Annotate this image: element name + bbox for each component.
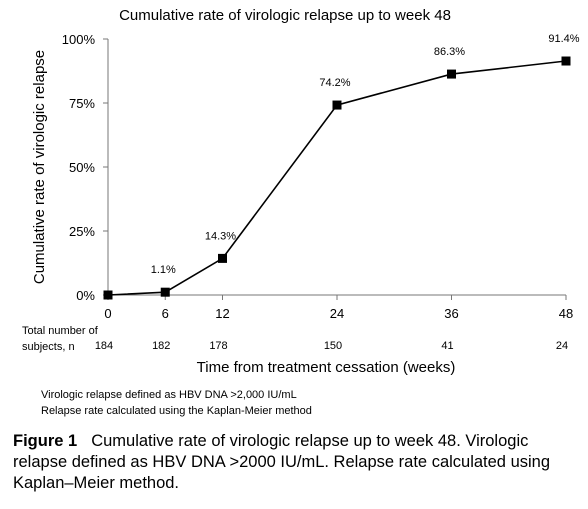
relapse-chart: Cumulative rate of virologic relapse up …: [22, 7, 580, 376]
y-tick-label: 100%: [62, 32, 96, 47]
y-ticks: 0% 25% 50% 75% 100%: [62, 32, 108, 303]
data-point: [332, 100, 342, 110]
data-label: 86.3%: [434, 46, 465, 58]
data-label: 1.1%: [151, 264, 176, 276]
x-tick-label: 0: [104, 306, 111, 321]
x-ticks: 0 6 12 24 36 48: [104, 295, 573, 321]
data-point: [160, 287, 170, 297]
figure-caption-text: Cumulative rate of virologic relapse up …: [13, 432, 551, 492]
subjects-row: 184 182 178 150 41 24: [95, 340, 568, 352]
x-tick-label: 6: [162, 306, 169, 321]
y-axis-label: Cumulative rate of virologic relapse: [31, 50, 48, 284]
y-tick-label: 25%: [69, 224, 95, 239]
subjects-count: 178: [209, 340, 227, 352]
subjects-count: 182: [152, 340, 170, 352]
y-tick-label: 75%: [69, 96, 95, 111]
y-tick-label: 50%: [69, 160, 95, 175]
data-point: [447, 69, 456, 79]
figure-caption: Figure 1 Cumulative rate of virologic rel…: [13, 431, 578, 494]
data-point: [561, 56, 571, 66]
data-label: 14.3%: [205, 230, 236, 242]
note-method: Relapse rate calculated using the Kaplan…: [41, 405, 312, 417]
data-label: 74.2%: [319, 77, 350, 89]
chart-title: Cumulative rate of virologic relapse up …: [119, 7, 451, 24]
y-tick-label: 0%: [76, 288, 95, 303]
series-relapse: 1.1% 14.3% 74.2% 86.3% 91.4%: [103, 33, 580, 300]
x-tick-label: 36: [444, 306, 458, 321]
subjects-label-line2: subjects, n: [22, 341, 75, 353]
data-point: [103, 290, 113, 300]
x-tick-label: 24: [330, 306, 344, 321]
x-tick-label: 12: [215, 306, 229, 321]
x-tick-label: 48: [559, 306, 573, 321]
subjects-count: 41: [441, 340, 453, 352]
subjects-count: 150: [324, 340, 342, 352]
note-definition: Virologic relapse defined as HBV DNA >2,…: [41, 389, 297, 401]
data-point: [218, 253, 227, 263]
data-label: 91.4%: [548, 33, 579, 45]
series-line: [107, 60, 567, 296]
subjects-count: 24: [556, 340, 568, 352]
subjects-count: 184: [95, 340, 113, 352]
subjects-label-line1: Total number of: [22, 325, 99, 337]
x-axis-label: Time from treatment cessation (weeks): [197, 359, 456, 376]
figure-label: Figure 1: [13, 432, 78, 450]
